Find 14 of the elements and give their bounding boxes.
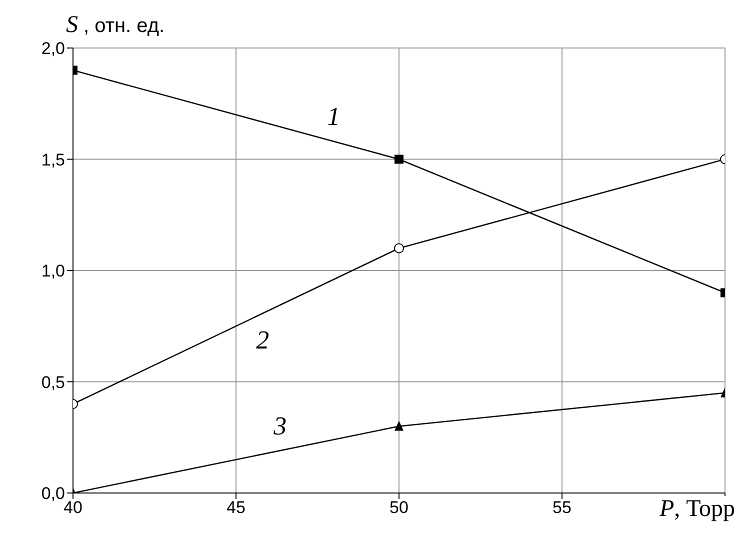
y-tick-label: 0,0 <box>41 484 65 504</box>
x-tick-label: 45 <box>226 498 246 518</box>
y-tick-label: 1,5 <box>41 150 65 170</box>
y-tick-label: 2,0 <box>41 39 65 58</box>
x-tick-label: 40 <box>64 498 82 518</box>
y-tick-label: 0,5 <box>41 372 65 392</box>
x-tick-label: 55 <box>552 498 572 518</box>
x-axis-title: P, Торр <box>659 496 735 522</box>
y-tick-label: 1,0 <box>41 262 65 281</box>
x-tick-label: 50 <box>390 498 408 518</box>
series-label: 1 <box>327 102 340 132</box>
y-axis-title: S , отн. ед. <box>66 12 165 38</box>
series-label: 2 <box>256 325 270 354</box>
series-label: 3 <box>272 412 287 441</box>
